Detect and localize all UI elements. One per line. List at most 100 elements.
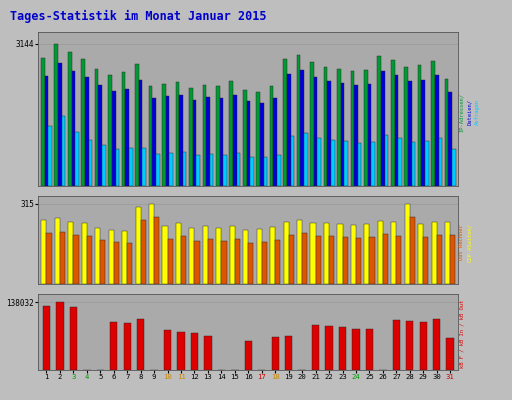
- Bar: [435, 76, 438, 186]
- Bar: [54, 44, 58, 186]
- Bar: [262, 242, 267, 284]
- Bar: [95, 69, 98, 186]
- Bar: [243, 230, 248, 284]
- Bar: [404, 204, 410, 284]
- Bar: [264, 158, 267, 186]
- Bar: [358, 142, 361, 186]
- Bar: [154, 217, 159, 284]
- Bar: [179, 95, 183, 186]
- Bar: [449, 92, 452, 186]
- Bar: [381, 71, 385, 186]
- Bar: [183, 152, 186, 186]
- Bar: [412, 142, 415, 186]
- Bar: [273, 98, 277, 186]
- Bar: [250, 156, 254, 186]
- Bar: [43, 306, 50, 370]
- Bar: [289, 234, 294, 284]
- Bar: [368, 84, 371, 186]
- Bar: [110, 322, 117, 370]
- Bar: [203, 226, 208, 284]
- Bar: [129, 148, 133, 186]
- Bar: [60, 232, 65, 284]
- Bar: [189, 228, 195, 284]
- Bar: [167, 238, 173, 284]
- Bar: [72, 70, 75, 186]
- Bar: [438, 138, 442, 186]
- Bar: [275, 240, 281, 284]
- Bar: [287, 74, 290, 186]
- Bar: [48, 126, 52, 186]
- Bar: [149, 204, 154, 284]
- Bar: [56, 302, 63, 370]
- Bar: [102, 145, 106, 186]
- Bar: [41, 220, 47, 284]
- Bar: [277, 155, 281, 186]
- Bar: [385, 135, 388, 186]
- Bar: [271, 337, 279, 370]
- Bar: [191, 333, 198, 370]
- Bar: [351, 72, 354, 186]
- Bar: [398, 138, 402, 186]
- Bar: [89, 140, 92, 186]
- Bar: [87, 236, 92, 284]
- Bar: [391, 222, 396, 284]
- Bar: [450, 234, 455, 284]
- Bar: [82, 223, 87, 284]
- Bar: [235, 238, 240, 284]
- Bar: [366, 329, 373, 370]
- Bar: [114, 242, 119, 284]
- Bar: [62, 116, 66, 186]
- Bar: [139, 80, 142, 186]
- Text: Dateien/: Dateien/: [467, 99, 472, 125]
- Bar: [445, 222, 450, 284]
- Bar: [221, 241, 226, 284]
- Bar: [356, 238, 361, 284]
- Bar: [331, 140, 334, 186]
- Bar: [432, 222, 437, 284]
- Bar: [148, 86, 152, 186]
- Bar: [193, 100, 196, 186]
- Bar: [152, 98, 156, 186]
- Bar: [337, 224, 343, 284]
- Bar: [378, 221, 383, 284]
- Bar: [325, 326, 333, 370]
- Bar: [406, 321, 414, 370]
- Text: Out Rechner: Out Rechner: [459, 224, 464, 260]
- Bar: [312, 325, 319, 370]
- Bar: [324, 67, 327, 186]
- Bar: [327, 81, 331, 186]
- Bar: [216, 86, 220, 186]
- Bar: [204, 336, 211, 370]
- Bar: [135, 64, 139, 186]
- Bar: [302, 233, 307, 284]
- Bar: [164, 330, 172, 370]
- Bar: [98, 86, 102, 186]
- Bar: [47, 234, 52, 284]
- Bar: [230, 226, 235, 284]
- Bar: [223, 155, 227, 186]
- Bar: [296, 55, 301, 186]
- Bar: [123, 323, 131, 370]
- Bar: [55, 218, 60, 284]
- Bar: [75, 132, 79, 186]
- Bar: [176, 223, 181, 284]
- Bar: [310, 62, 314, 186]
- Bar: [58, 63, 62, 186]
- Bar: [284, 222, 289, 284]
- Text: CIP-ASeiten/: CIP-ASeiten/: [467, 222, 472, 262]
- Bar: [340, 83, 345, 186]
- Bar: [246, 101, 250, 186]
- Bar: [419, 322, 427, 370]
- Bar: [220, 98, 223, 186]
- Bar: [352, 329, 359, 370]
- Text: kB F / kB In / kB Out: kB F / kB In / kB Out: [459, 300, 464, 368]
- Bar: [68, 222, 73, 284]
- Bar: [421, 80, 425, 186]
- Bar: [446, 338, 454, 370]
- Bar: [196, 155, 200, 186]
- Bar: [229, 81, 233, 186]
- Bar: [181, 236, 186, 284]
- Bar: [116, 149, 119, 186]
- Bar: [371, 142, 375, 186]
- Bar: [203, 84, 206, 186]
